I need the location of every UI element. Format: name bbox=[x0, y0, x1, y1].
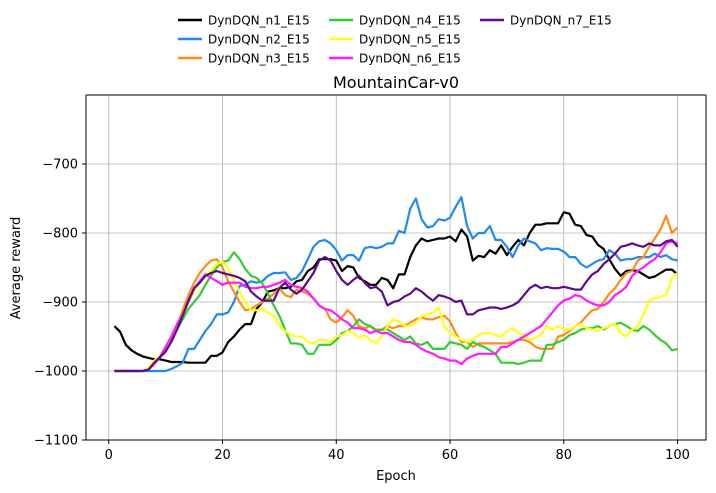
x-tick-label: 60 bbox=[442, 448, 459, 463]
x-tick-label: 40 bbox=[328, 448, 345, 463]
y-tick-label: −700 bbox=[42, 158, 78, 173]
legend-label: DynDQN_n3_E15 bbox=[208, 52, 310, 66]
y-tick-label: −800 bbox=[42, 227, 78, 242]
legend-label: DynDQN_n4_E15 bbox=[359, 14, 461, 28]
legend-label: DynDQN_n2_E15 bbox=[208, 33, 310, 47]
y-tick-label: −900 bbox=[42, 296, 78, 311]
legend-label: DynDQN_n7_E15 bbox=[510, 14, 612, 28]
plot-frame bbox=[85, 94, 707, 441]
series-line-7 bbox=[114, 238, 679, 373]
legend-label: DynDQN_n6_E15 bbox=[359, 52, 461, 66]
x-tick-label: 100 bbox=[665, 448, 690, 463]
legend: DynDQN_n1_E15 DynDQN_n2_E15 DynDQN_n3_E15 D… bbox=[178, 14, 612, 66]
series-lines bbox=[113, 196, 679, 373]
x-tick-label: 20 bbox=[214, 448, 231, 463]
series-line-3 bbox=[114, 214, 679, 373]
x-tick-label: 0 bbox=[105, 448, 113, 463]
series-line-4 bbox=[114, 251, 678, 373]
series-line-1 bbox=[113, 211, 679, 364]
y-tick-label: −1100 bbox=[34, 434, 78, 449]
legend-label: DynDQN_n5_E15 bbox=[359, 33, 461, 47]
x-tick-label: 80 bbox=[556, 448, 573, 463]
series-line-2 bbox=[114, 196, 678, 373]
legend-label: DynDQN_n1_E15 bbox=[208, 14, 310, 28]
y-axis-label: Average reward bbox=[9, 217, 24, 320]
y-tick-label: −1000 bbox=[34, 365, 78, 380]
series-line-6 bbox=[114, 240, 678, 373]
y-axis-ticks: −1100 −1000 −900 −800 −700 bbox=[34, 158, 86, 449]
x-axis-ticks: 0 20 40 60 80 100 bbox=[105, 440, 690, 463]
x-axis-label: Epoch bbox=[376, 469, 416, 484]
series-line-5 bbox=[114, 260, 679, 373]
chart-title: MountainCar-v0 bbox=[333, 73, 459, 92]
